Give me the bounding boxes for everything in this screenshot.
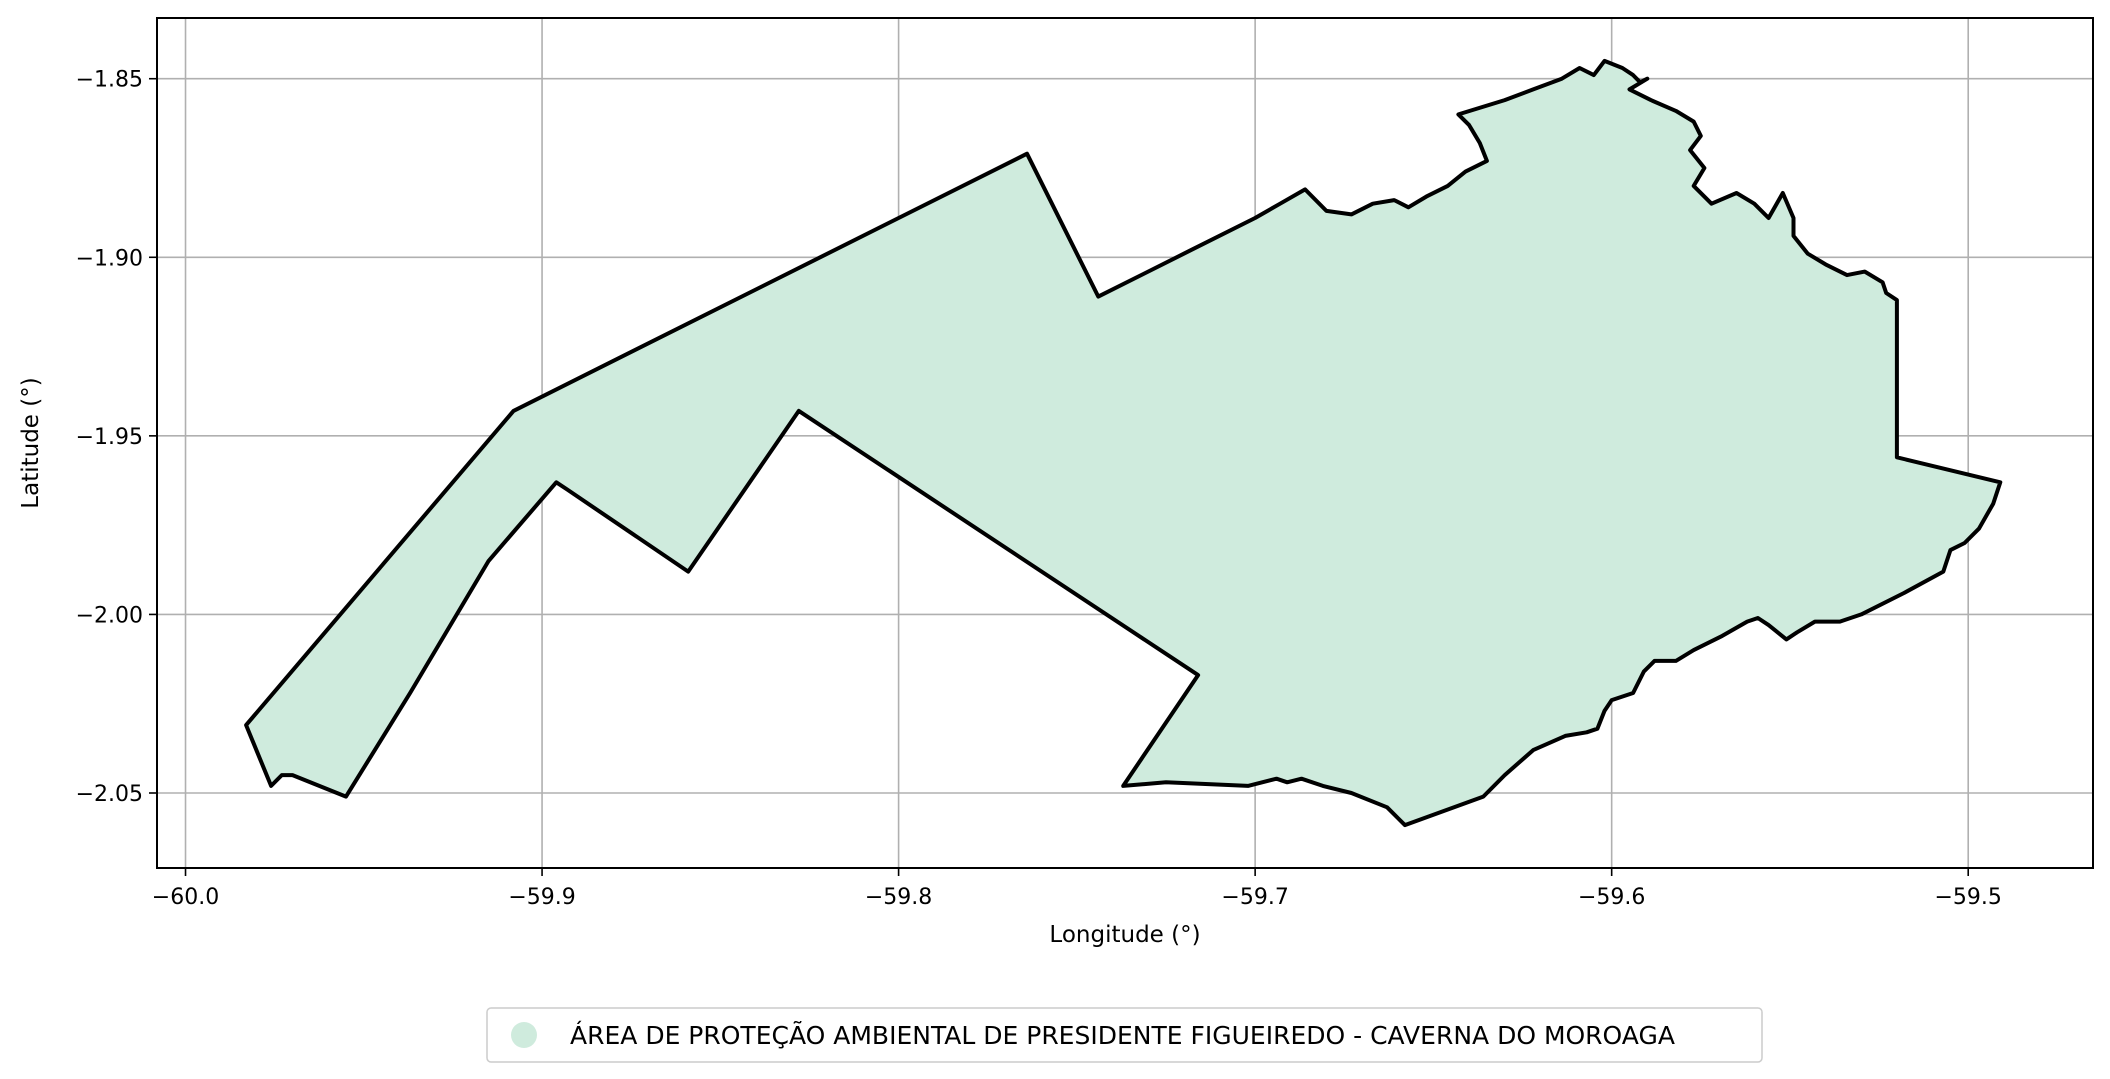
legend-marker xyxy=(511,1022,537,1048)
legend-label: ÁREA DE PROTEÇÃO AMBIENTAL DE PRESIDENTE… xyxy=(570,1020,1675,1050)
x-tick-label: −59.8 xyxy=(865,885,932,910)
y-tick-label: −2.05 xyxy=(76,782,143,807)
x-tick-label: −59.5 xyxy=(1935,885,2002,910)
region-layer xyxy=(244,58,2003,828)
y-axis-ticks: −1.85 −1.90 −1.95 −2.00 −2.05 xyxy=(76,68,157,807)
y-axis-label: Latitude (°) xyxy=(18,377,44,508)
y-tick-label: −1.90 xyxy=(76,246,143,271)
x-tick-label: −59.7 xyxy=(1221,885,1288,910)
axes-frame xyxy=(156,17,2094,869)
x-axis-ticks: −60.0 −59.9 −59.8 −59.7 −59.6 −59.5 xyxy=(152,868,2002,910)
region-polygon xyxy=(244,58,2003,828)
x-tick-label: −59.6 xyxy=(1578,885,1645,910)
x-tick-label: −60.0 xyxy=(152,885,219,910)
legend-box xyxy=(486,1007,1763,1063)
x-tick-label: −59.9 xyxy=(508,885,575,910)
y-tick-label: −2.00 xyxy=(76,603,143,628)
y-tick-label: −1.95 xyxy=(76,425,143,450)
x-axis-label: Longitude (°) xyxy=(1049,922,1200,948)
legend: ÁREA DE PROTEÇÃO AMBIENTAL DE PRESIDENTE… xyxy=(486,1007,1763,1063)
plot-area xyxy=(156,17,2094,869)
y-tick-label: −1.85 xyxy=(76,68,143,93)
